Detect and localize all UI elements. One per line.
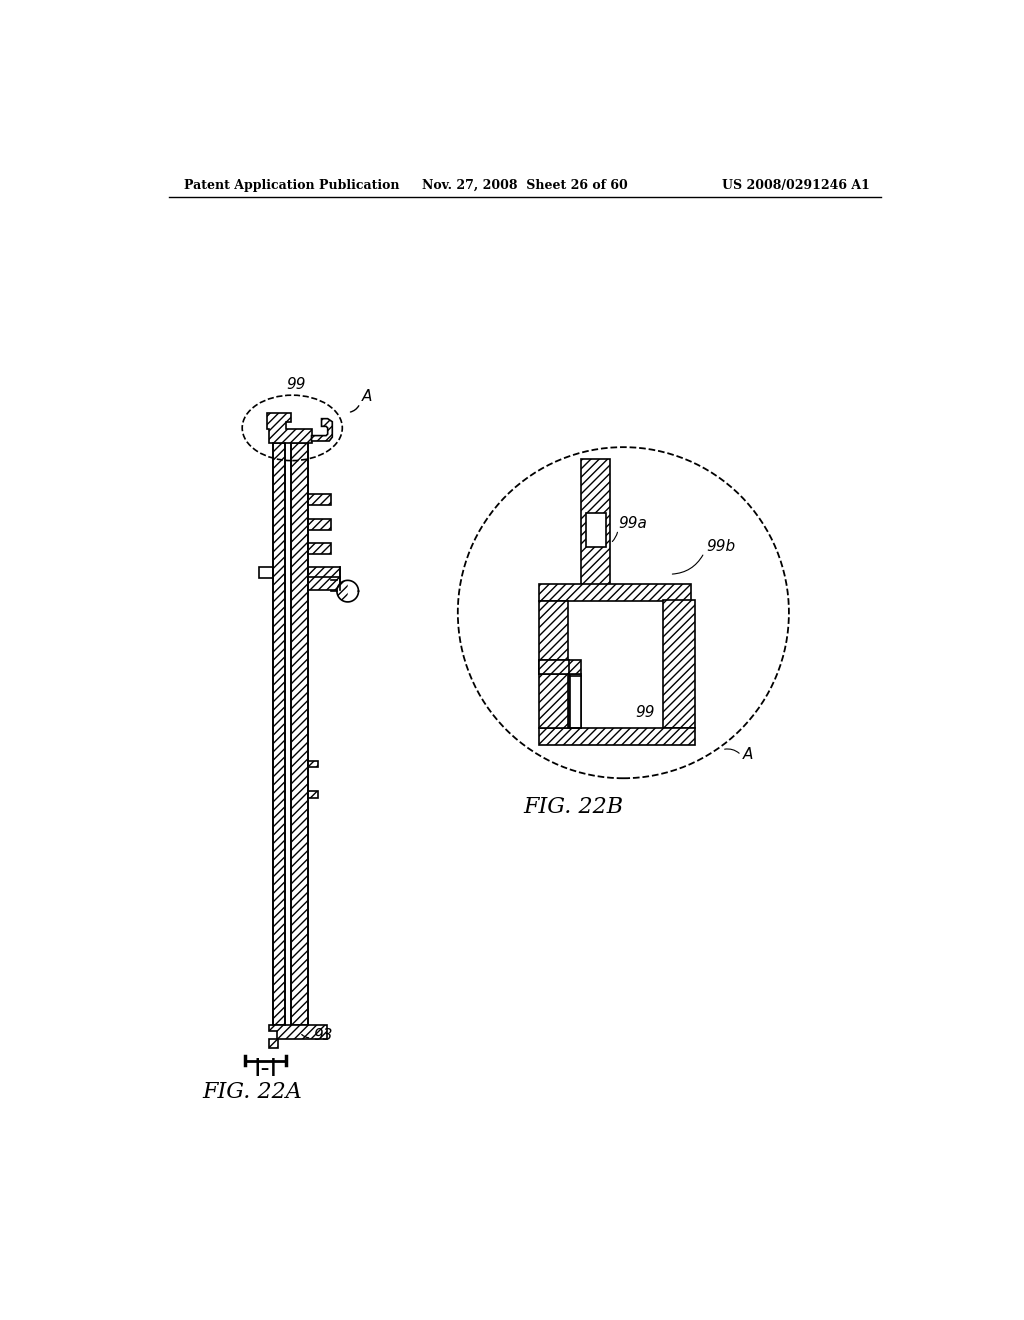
Polygon shape [273, 444, 285, 1024]
Polygon shape [539, 585, 691, 601]
Polygon shape [539, 660, 581, 675]
Polygon shape [269, 1039, 279, 1048]
Text: FIG. 22B: FIG. 22B [523, 796, 624, 818]
Polygon shape [269, 1024, 327, 1039]
Text: 99: 99 [635, 705, 654, 719]
Bar [586, 512, 605, 548]
Polygon shape [311, 418, 333, 441]
Polygon shape [307, 544, 331, 554]
Bar [259, 568, 273, 578]
Text: A: A [742, 747, 753, 762]
Polygon shape [307, 494, 331, 506]
Polygon shape [307, 760, 318, 767]
Text: I-I: I-I [253, 1057, 278, 1081]
Text: A: A [361, 389, 372, 404]
Polygon shape [539, 660, 569, 675]
Polygon shape [663, 599, 695, 729]
Bar [570, 676, 581, 727]
Text: Nov. 27, 2008  Sheet 26 of 60: Nov. 27, 2008 Sheet 26 of 60 [422, 178, 628, 191]
Polygon shape [539, 729, 695, 744]
Polygon shape [337, 581, 348, 602]
Text: 99a: 99a [617, 516, 647, 531]
Bar [569, 675, 581, 729]
Text: 93: 93 [313, 1028, 334, 1043]
Text: Patent Application Publication: Patent Application Publication [184, 178, 400, 191]
Text: FIG. 22A: FIG. 22A [203, 1081, 302, 1102]
Polygon shape [267, 412, 311, 444]
Polygon shape [539, 601, 568, 729]
Polygon shape [581, 459, 610, 590]
Polygon shape [307, 792, 318, 797]
Text: US 2008/0291246 A1: US 2008/0291246 A1 [722, 178, 869, 191]
Text: 99b: 99b [707, 539, 735, 554]
Polygon shape [291, 444, 307, 1024]
Polygon shape [307, 519, 331, 529]
Polygon shape [307, 568, 340, 578]
Polygon shape [307, 577, 340, 590]
Text: 99: 99 [287, 378, 306, 392]
